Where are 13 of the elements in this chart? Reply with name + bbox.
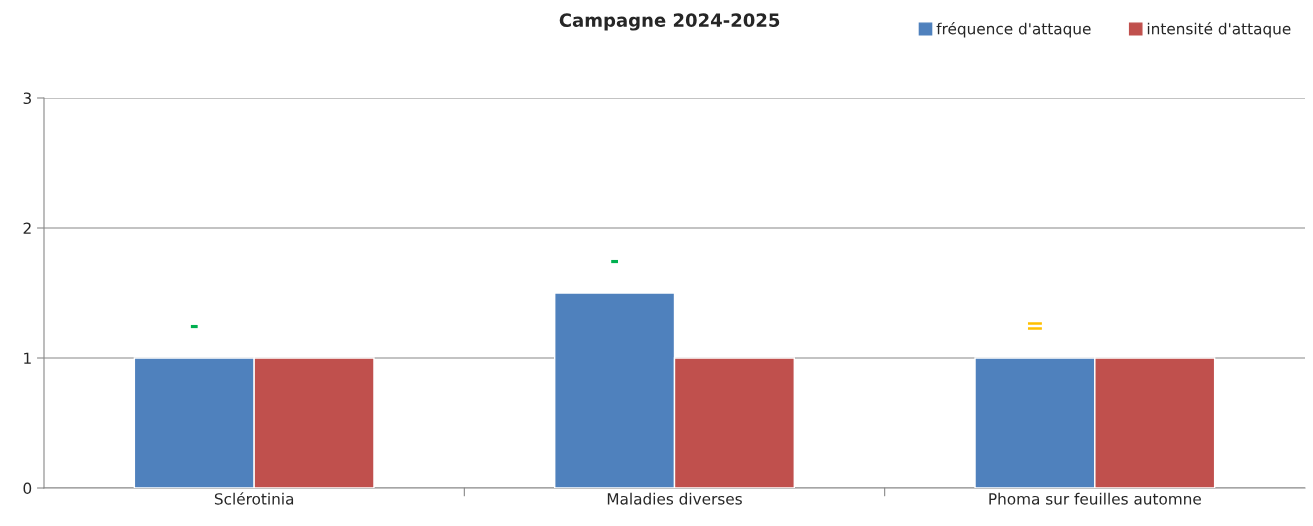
chart-title: Campagne 2024-2025 bbox=[559, 13, 780, 31]
x-tick-label: Sclérotinia bbox=[214, 492, 294, 505]
y-tick-label: 2 bbox=[23, 222, 31, 234]
legend-label: intensité d'attaque bbox=[1147, 22, 1291, 38]
y-tick-label: 1 bbox=[24, 352, 31, 364]
legend-label: fréquence d'attaque bbox=[936, 22, 1091, 38]
y-tick-label: 3 bbox=[23, 92, 31, 105]
x-tick-label: Maladies diverses bbox=[607, 492, 742, 505]
x-tick-label: Phoma sur feuilles automne bbox=[989, 492, 1201, 505]
annotation: - bbox=[190, 324, 198, 329]
annotation: - bbox=[611, 259, 619, 264]
y-tick-label: 0 bbox=[23, 482, 32, 495]
annotation: = bbox=[1027, 322, 1042, 330]
